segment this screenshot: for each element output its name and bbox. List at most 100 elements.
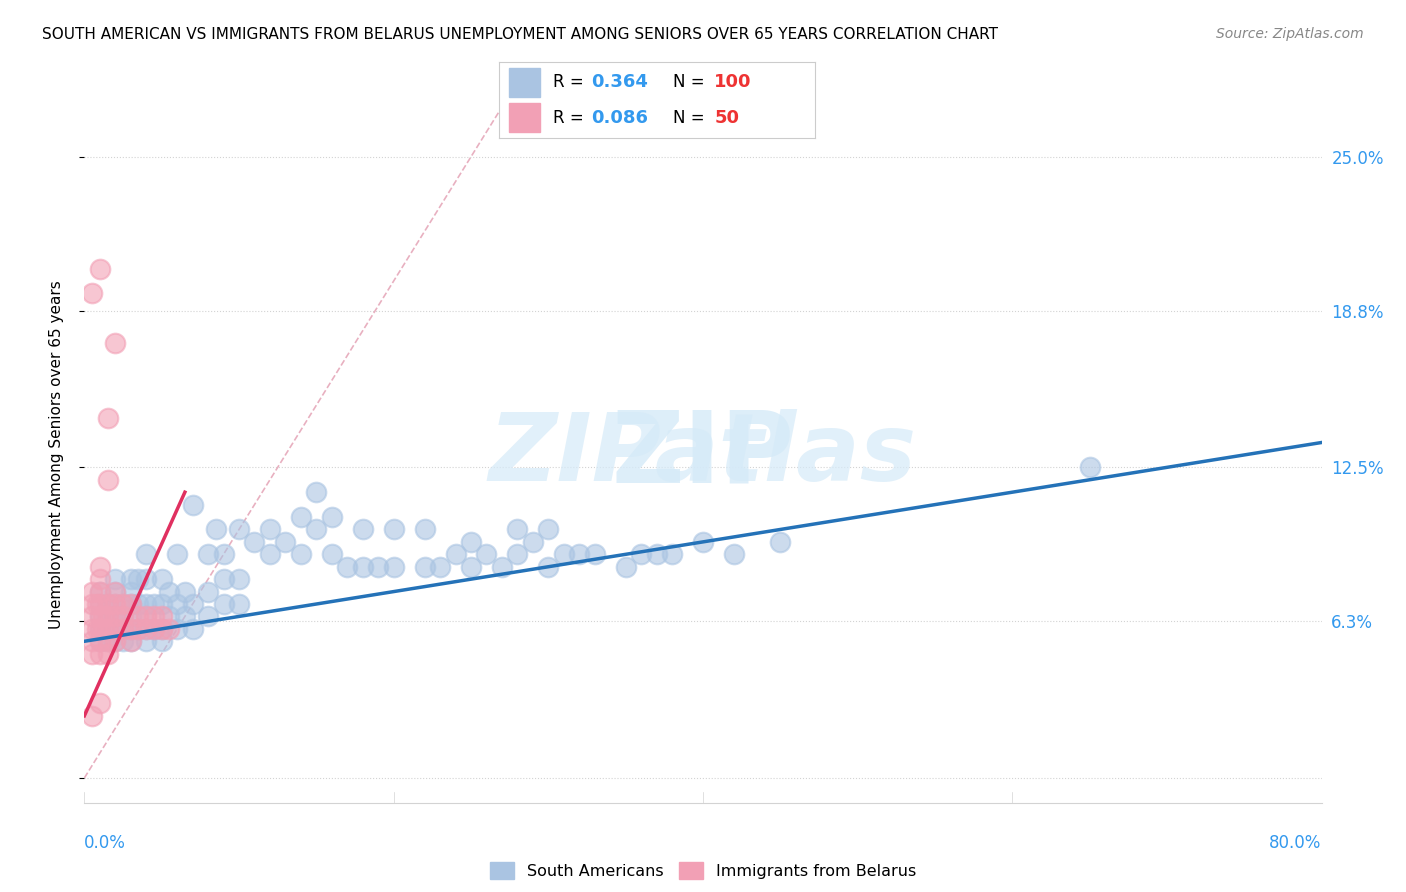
Point <box>86 622 108 636</box>
Point <box>112 622 135 636</box>
Point <box>89 597 111 611</box>
Point <box>82 597 104 611</box>
Point <box>97 609 120 624</box>
Point <box>82 634 104 648</box>
Point <box>112 622 135 636</box>
Point <box>97 622 120 636</box>
Point <box>692 534 714 549</box>
Point <box>97 597 120 611</box>
Point <box>89 609 111 624</box>
Point <box>135 572 157 586</box>
Point <box>104 584 127 599</box>
Bar <box>509 103 540 132</box>
Point <box>150 609 173 624</box>
Point <box>128 622 150 636</box>
Point <box>82 584 104 599</box>
Point <box>89 697 111 711</box>
Legend: South Americans, Immigrants from Belarus: South Americans, Immigrants from Belarus <box>484 856 922 885</box>
Point <box>159 622 181 636</box>
Point <box>174 609 197 624</box>
Point <box>506 523 529 537</box>
Point <box>205 523 228 537</box>
Point <box>135 622 157 636</box>
Point <box>104 609 127 624</box>
Point <box>150 622 173 636</box>
Text: 0.086: 0.086 <box>591 109 648 127</box>
Point <box>97 410 120 425</box>
Point <box>352 559 374 574</box>
Point <box>150 622 173 636</box>
Point <box>89 261 111 276</box>
Point <box>112 609 135 624</box>
Point <box>91 622 114 636</box>
Point <box>181 498 204 512</box>
Point <box>243 534 266 549</box>
Point <box>112 597 135 611</box>
Point <box>135 609 157 624</box>
Point <box>128 622 150 636</box>
Point <box>91 609 114 624</box>
Text: R =: R = <box>553 109 589 127</box>
Point <box>120 622 142 636</box>
Point <box>367 559 389 574</box>
Point <box>630 547 652 561</box>
Point <box>104 634 127 648</box>
Point <box>506 547 529 561</box>
Point <box>82 286 104 301</box>
Point <box>475 547 498 561</box>
Point <box>97 609 120 624</box>
Point <box>413 559 436 574</box>
Point <box>150 572 173 586</box>
Point <box>228 572 250 586</box>
Point <box>104 634 127 648</box>
Point <box>82 622 104 636</box>
Point <box>143 609 166 624</box>
Text: 50: 50 <box>714 109 740 127</box>
Point <box>197 584 219 599</box>
Point <box>181 597 204 611</box>
Point <box>769 534 792 549</box>
Point <box>82 609 104 624</box>
Point <box>128 572 150 586</box>
Text: 0.364: 0.364 <box>591 73 648 91</box>
Point <box>259 547 281 561</box>
Point <box>135 634 157 648</box>
Point <box>352 523 374 537</box>
Point <box>89 647 111 661</box>
Point <box>89 622 111 636</box>
Text: 80.0%: 80.0% <box>1270 834 1322 852</box>
Text: R =: R = <box>553 73 589 91</box>
Point <box>89 634 111 648</box>
Point <box>135 609 157 624</box>
Point <box>120 584 142 599</box>
Point <box>135 622 157 636</box>
Bar <box>509 68 540 96</box>
Point <box>382 523 405 537</box>
Point <box>228 597 250 611</box>
Point <box>150 634 173 648</box>
Point <box>89 609 111 624</box>
Point <box>89 622 111 636</box>
Point <box>97 634 120 648</box>
Text: Source: ZipAtlas.com: Source: ZipAtlas.com <box>1216 27 1364 41</box>
Point <box>120 622 142 636</box>
Point <box>120 597 142 611</box>
Point <box>82 708 104 723</box>
Point <box>197 609 219 624</box>
Point <box>522 534 544 549</box>
Point <box>143 622 166 636</box>
Point <box>128 609 150 624</box>
Point <box>553 547 575 561</box>
Point <box>89 559 111 574</box>
Point <box>104 572 127 586</box>
Point <box>104 336 127 351</box>
Text: ZIPatlas: ZIPatlas <box>489 409 917 501</box>
Point <box>1078 460 1101 475</box>
Point <box>159 584 181 599</box>
Point <box>135 547 157 561</box>
Point <box>120 634 142 648</box>
Point <box>460 534 482 549</box>
Point <box>661 547 683 561</box>
Point <box>166 547 188 561</box>
Point <box>537 559 560 574</box>
